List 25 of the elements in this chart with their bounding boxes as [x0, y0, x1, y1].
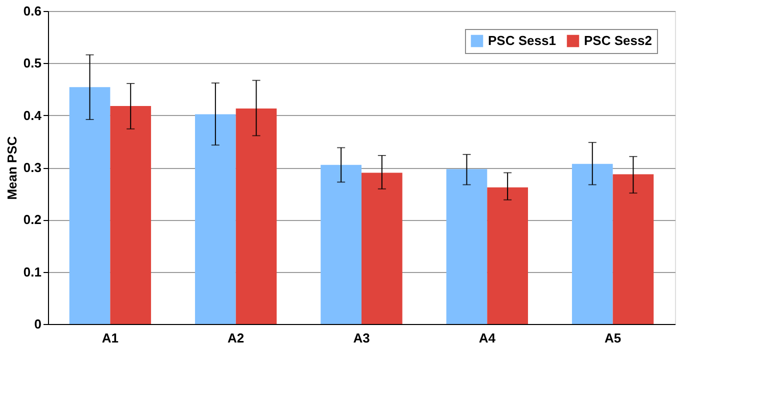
- y-tick-label: 0.6: [23, 4, 42, 18]
- bar: [446, 169, 488, 324]
- x-tick-label: A1: [102, 330, 119, 346]
- legend-label: PSC Sess1: [488, 33, 556, 48]
- bar: [487, 187, 528, 324]
- y-tick-label: 0.4: [23, 108, 42, 123]
- bar: [362, 172, 402, 324]
- x-tick-label: A3: [353, 330, 370, 346]
- y-tick-label: 0.2: [23, 212, 42, 228]
- bar: [572, 164, 613, 324]
- bar: [69, 87, 110, 324]
- y-tick-label: 0.3: [23, 160, 42, 175]
- y-tick-label: 0.1: [23, 264, 42, 280]
- bar: [195, 114, 236, 324]
- x-tick-label: A2: [228, 330, 244, 346]
- x-tick-label: A5: [604, 330, 622, 346]
- x-tick-label: A4: [478, 330, 496, 346]
- y-tick-label: 0: [34, 316, 42, 332]
- y-axis-title: Mean PSC: [4, 136, 20, 200]
- bar: [612, 174, 654, 324]
- bar: [320, 164, 362, 324]
- bar: [110, 106, 152, 324]
- legend-label: PSC Sess2: [584, 33, 652, 48]
- y-tick-label: 0.5: [23, 56, 42, 71]
- bar: [236, 108, 277, 324]
